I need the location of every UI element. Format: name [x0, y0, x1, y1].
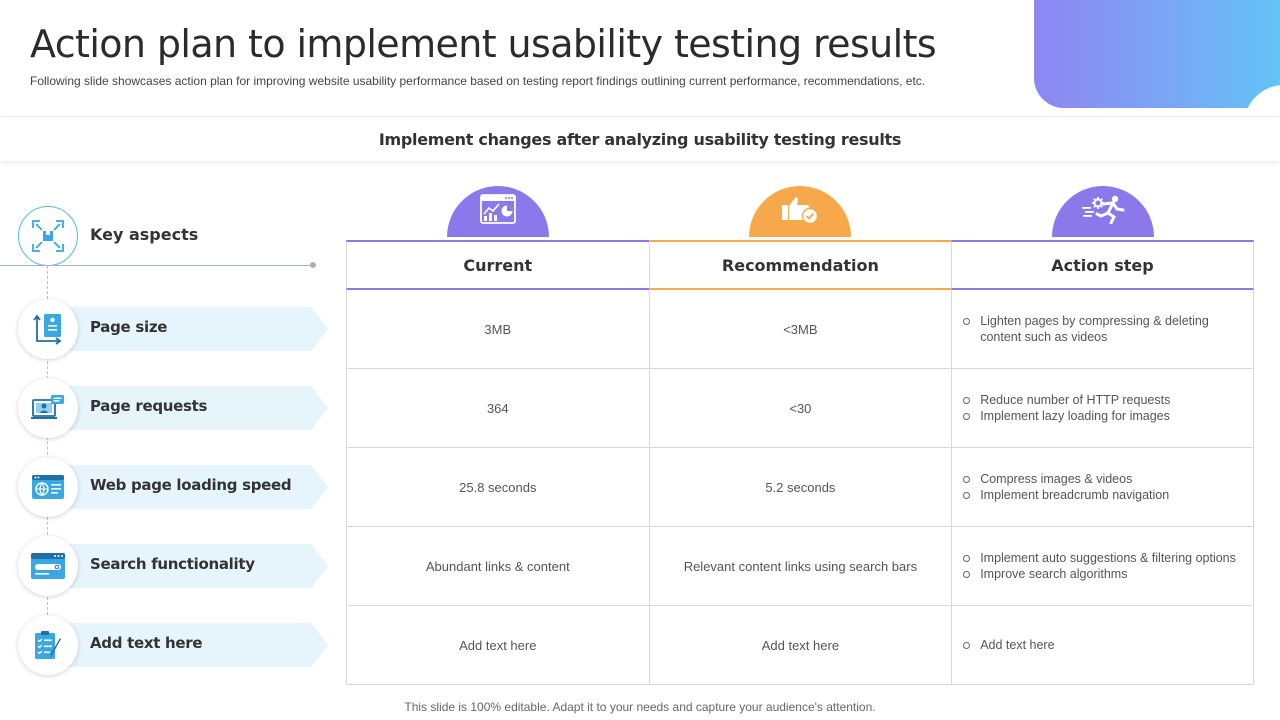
action-list: Implement auto suggestions & filtering o…	[962, 550, 1236, 582]
action-item: Implement lazy loading for images	[962, 408, 1170, 424]
action-list: Lighten pages by compressing & deleting …	[962, 313, 1243, 345]
search-bar-icon	[31, 553, 65, 579]
aspect-bar	[48, 623, 328, 667]
aspect-add-text: Add text here	[18, 615, 328, 675]
action-list: Compress images & videos Implement bread…	[962, 471, 1169, 503]
table-row: 364 <30 Reduce number of HTTP requests I…	[346, 369, 1254, 448]
aspect-icon-badge	[18, 299, 78, 359]
action-item: Add text here	[962, 637, 1055, 653]
aspect-label: Page requests	[90, 397, 208, 415]
aspect-page-requests: Page requests	[18, 378, 328, 438]
action-item: Implement auto suggestions & filtering o…	[962, 550, 1236, 566]
action-step-column-badge	[1052, 186, 1154, 237]
action-list: Add text here	[962, 637, 1055, 653]
vertical-connector	[47, 266, 48, 620]
aspect-label: Page size	[90, 318, 168, 336]
aspect-bar	[48, 544, 328, 588]
section-banner: Implement changes after analyzing usabil…	[0, 116, 1280, 161]
aspect-icon-badge	[18, 378, 78, 438]
running-gear-icon	[1082, 195, 1125, 224]
aspect-icon-badge	[18, 457, 78, 517]
header-action-step: Action step	[951, 240, 1254, 290]
divider-line	[0, 265, 314, 266]
table-header: Current Recommendation Action step	[346, 240, 1254, 290]
cell-current: Add text here	[346, 606, 649, 684]
table-row: Add text here Add text here Add text her…	[346, 606, 1254, 685]
page-title: Action plan to implement usability testi…	[30, 22, 937, 66]
key-aspects-label: Key aspects	[90, 225, 199, 244]
action-item: Improve search algorithms	[962, 566, 1236, 582]
key-aspects-badge	[18, 206, 78, 266]
table-row: 25.8 seconds 5.2 seconds Compress images…	[346, 448, 1254, 527]
corner-decoration	[1034, 0, 1280, 125]
aspect-label: Add text here	[90, 634, 203, 652]
table-row: Abundant links & content Relevant conten…	[346, 527, 1254, 606]
cell-current: 364	[346, 369, 649, 447]
action-plan-table: Current Recommendation Action step 3MB <…	[346, 240, 1254, 685]
cell-current: 25.8 seconds	[346, 448, 649, 526]
recommendation-column-badge	[749, 186, 851, 237]
thumbs-up-check-icon	[782, 197, 819, 224]
action-item: Reduce number of HTTP requests	[962, 392, 1170, 408]
page-subtitle: Following slide showcases action plan fo…	[30, 74, 926, 88]
header-current: Current	[346, 240, 649, 290]
cell-action-step: Reduce number of HTTP requests Implement…	[951, 369, 1254, 447]
user-screen-icon	[31, 395, 64, 419]
aspect-page-size: Page size	[18, 299, 328, 359]
aspect-icon-badge	[18, 536, 78, 596]
banner-text: Implement changes after analyzing usabil…	[378, 129, 902, 149]
aspect-label: Web page loading speed	[90, 476, 292, 494]
document-resize-icon	[33, 314, 62, 345]
aspect-bar	[48, 386, 328, 430]
aspect-label: Search functionality	[90, 555, 255, 573]
cell-recommendation: <3MB	[648, 290, 952, 368]
table-row: 3MB <3MB Lighten pages by compressing & …	[346, 290, 1254, 369]
cell-recommendation: Add text here	[648, 606, 952, 684]
cell-action-step: Implement auto suggestions & filtering o…	[951, 527, 1254, 605]
cell-recommendation: Relevant content links using search bars	[648, 527, 952, 605]
aspect-search-functionality: Search functionality	[18, 536, 328, 596]
focus-frame-icon	[32, 220, 64, 252]
cell-recommendation: <30	[648, 369, 952, 447]
cell-recommendation: 5.2 seconds	[648, 448, 952, 526]
action-item: Compress images & videos	[962, 471, 1169, 487]
action-item: Lighten pages by compressing & deleting …	[962, 313, 1243, 345]
cell-current: 3MB	[346, 290, 649, 368]
aspect-bar	[48, 465, 328, 509]
checklist-pen-icon	[35, 631, 61, 659]
aspect-bar	[48, 307, 328, 351]
cell-action-step: Compress images & videos Implement bread…	[951, 448, 1254, 526]
cell-current: Abundant links & content	[346, 527, 649, 605]
analytics-chart-icon	[480, 194, 516, 224]
divider-end-dot	[310, 262, 316, 268]
aspect-icon-badge	[18, 615, 78, 675]
header-recommendation: Recommendation	[648, 240, 952, 290]
globe-browser-icon	[32, 475, 64, 499]
action-item: Implement breadcrumb navigation	[962, 487, 1169, 503]
cell-action-step: Add text here	[951, 606, 1254, 684]
cell-action-step: Lighten pages by compressing & deleting …	[951, 290, 1254, 368]
aspect-loading-speed: Web page loading speed	[18, 457, 328, 517]
action-list: Reduce number of HTTP requests Implement…	[962, 392, 1170, 424]
footer-note: This slide is 100% editable. Adapt it to…	[404, 700, 876, 714]
current-column-badge	[447, 186, 549, 237]
